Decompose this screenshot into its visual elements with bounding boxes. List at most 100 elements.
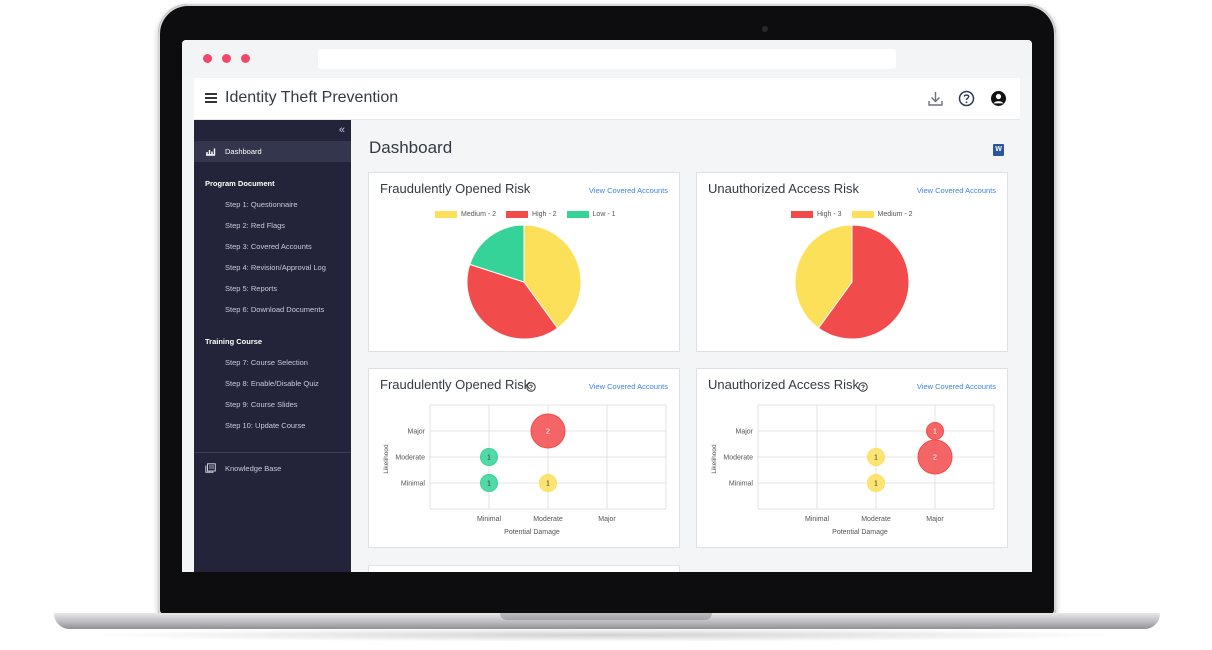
main-content: Dashboard W Fraudulently Opened Risk Vie… bbox=[351, 120, 1020, 572]
card-access-matrix: Unauthorized Access Risk View Covered Ac… bbox=[696, 368, 1008, 548]
camera bbox=[762, 26, 768, 32]
dashboard-chart-icon bbox=[206, 148, 216, 156]
pie-chart-fraud bbox=[466, 224, 582, 340]
risk-bubble[interactable] bbox=[530, 413, 566, 449]
legend-entry: Low - 1 bbox=[566, 210, 616, 218]
risk-bubble[interactable] bbox=[867, 448, 885, 466]
risk-bubble[interactable] bbox=[480, 448, 498, 466]
sidebar-item-covered-accounts[interactable]: Step 3: Covered Accounts bbox=[225, 242, 312, 251]
risk-bubble[interactable] bbox=[480, 474, 498, 492]
pie-slice-0[interactable] bbox=[817, 224, 910, 340]
window-minimize-dot[interactable] bbox=[222, 54, 231, 63]
bubble-count-label: 1 bbox=[933, 429, 937, 436]
help-icon[interactable] bbox=[858, 382, 868, 392]
section-title-training-course: Training Course bbox=[205, 337, 263, 346]
sidebar-item-download-documents[interactable]: Step 6: Download Documents bbox=[225, 305, 325, 314]
bubble-count-label: 1 bbox=[874, 481, 878, 488]
pie-slice-2[interactable] bbox=[469, 224, 525, 283]
y-tick-label: Moderate bbox=[395, 455, 425, 462]
chart-legend: High - 3 Medium - 2 bbox=[791, 209, 913, 219]
view-covered-accounts-link[interactable]: View Covered Accounts bbox=[588, 382, 668, 391]
card-fraud-matrix: Fraudulently Opened Risk View Covered Ac… bbox=[368, 368, 680, 548]
legend-label: High - 2 bbox=[532, 210, 557, 218]
collapse-sidebar-icon[interactable]: « bbox=[338, 124, 345, 136]
legend-swatch bbox=[851, 210, 874, 218]
url-bar[interactable] bbox=[318, 49, 896, 69]
y-tick-label: Major bbox=[407, 429, 425, 436]
x-tick-label: Major bbox=[926, 516, 944, 523]
legend-swatch bbox=[506, 210, 529, 218]
laptop-base bbox=[54, 613, 1160, 629]
bubble-count-label: 1 bbox=[874, 455, 878, 462]
y-tick-label: Minimal bbox=[729, 481, 754, 488]
browser-bar bbox=[182, 40, 1032, 78]
risk-bubble[interactable] bbox=[539, 474, 557, 492]
legend-entry: Medium - 2 bbox=[435, 210, 497, 218]
sidebar-item-questionnaire[interactable]: Step 1: Questionnaire bbox=[225, 200, 298, 209]
user-account-icon[interactable] bbox=[990, 90, 1007, 107]
legend-swatch bbox=[791, 210, 813, 218]
pie-slice-1[interactable] bbox=[794, 224, 853, 329]
x-tick-label: Moderate bbox=[533, 516, 563, 523]
sidebar-item-update-course[interactable]: Step 10: Update Course bbox=[225, 421, 306, 430]
page-title: Dashboard bbox=[369, 138, 453, 157]
legend-swatch bbox=[566, 210, 589, 218]
view-covered-accounts-link[interactable]: View Covered Accounts bbox=[916, 382, 996, 391]
y-tick-label: Minimal bbox=[401, 481, 426, 488]
x-tick-label: Major bbox=[598, 516, 616, 523]
legend-label: Low - 1 bbox=[592, 210, 616, 218]
x-tick-label: Minimal bbox=[477, 516, 502, 523]
app-title: Identity Theft Prevention bbox=[225, 89, 399, 106]
sidebar-divider bbox=[194, 452, 351, 453]
help-icon[interactable] bbox=[526, 382, 536, 392]
sidebar-item-reports[interactable]: Step 5: Reports bbox=[225, 284, 278, 293]
hamburger-menu-icon[interactable] bbox=[205, 93, 217, 103]
sidebar-item-red-flags[interactable]: Step 2: Red Flags bbox=[225, 221, 286, 230]
x-axis-label: Potential Damage bbox=[832, 529, 888, 536]
risk-bubble[interactable] bbox=[867, 474, 885, 492]
download-icon[interactable] bbox=[927, 90, 944, 107]
pie-slice-0[interactable] bbox=[523, 224, 582, 329]
y-axis-label: Likelihood bbox=[383, 444, 390, 474]
card-title: Unauthorized Access Risk bbox=[708, 377, 860, 392]
x-tick-label: Moderate bbox=[861, 516, 891, 523]
pie-slice-1[interactable] bbox=[466, 263, 559, 340]
sidebar-item-course-slides[interactable]: Step 9: Course Slides bbox=[225, 400, 298, 409]
section-title-program-document: Program Document bbox=[205, 179, 275, 188]
bubble-count-label: 2 bbox=[546, 429, 550, 436]
window-maximize-dot[interactable] bbox=[241, 54, 250, 63]
bubble-count-label: 1 bbox=[487, 481, 491, 488]
window-close-dot[interactable] bbox=[203, 54, 212, 63]
laptop-notch bbox=[500, 613, 712, 620]
chart-legend: Medium - 2 High - 2 Low - 1 bbox=[435, 209, 616, 219]
sidebar-item-course-selection[interactable]: Step 7: Course Selection bbox=[225, 358, 308, 367]
card-title: Fraudulently Opened Risk bbox=[380, 181, 531, 196]
help-icon[interactable] bbox=[958, 90, 975, 107]
pie-chart-access bbox=[794, 224, 910, 340]
laptop-shadow bbox=[80, 628, 1130, 642]
y-tick-label: Moderate bbox=[723, 455, 753, 462]
legend-label: Medium - 2 bbox=[877, 210, 913, 218]
legend-entry: High - 2 bbox=[506, 210, 557, 218]
card-fraud-pie: Fraudulently Opened Risk View Covered Ac… bbox=[368, 172, 680, 352]
legend-swatch bbox=[435, 210, 457, 218]
legend-entry: High - 3 bbox=[791, 210, 842, 218]
sidebar-item-revision-log[interactable]: Step 4: Revision/Approval Log bbox=[225, 263, 326, 272]
legend-label: Medium - 2 bbox=[461, 210, 497, 218]
view-covered-accounts-link[interactable]: View Covered Accounts bbox=[916, 186, 996, 195]
sidebar-item-dashboard[interactable]: Dashboard bbox=[194, 141, 351, 162]
word-export-icon[interactable]: W bbox=[993, 144, 1004, 156]
card-partial bbox=[368, 565, 680, 572]
sidebar: « Dashboard Program Document Step 1: Que… bbox=[194, 120, 351, 572]
view-covered-accounts-link[interactable]: View Covered Accounts bbox=[588, 186, 668, 195]
legend-entry: Medium - 2 bbox=[851, 210, 913, 218]
x-tick-label: Minimal bbox=[805, 516, 830, 523]
card-title: Unauthorized Access Risk bbox=[708, 181, 860, 196]
knowledge-base-book-icon bbox=[205, 463, 216, 473]
sidebar-item-label: Dashboard bbox=[225, 147, 262, 156]
sidebar-item-quiz-toggle[interactable]: Step 8: Enable/Disable Quiz bbox=[225, 379, 319, 388]
sidebar-item-knowledge-base[interactable]: Knowledge Base bbox=[225, 464, 282, 473]
bubble-count-label: 2 bbox=[933, 455, 937, 462]
card-title: Fraudulently Opened Risk bbox=[380, 377, 531, 392]
risk-bubble[interactable] bbox=[917, 439, 953, 475]
